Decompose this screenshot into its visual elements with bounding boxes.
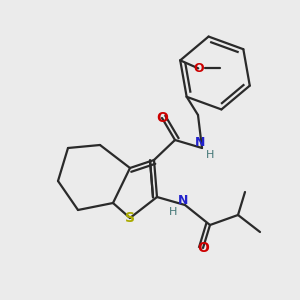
Text: O: O xyxy=(193,62,203,75)
Text: H: H xyxy=(169,207,177,217)
Text: N: N xyxy=(195,136,205,149)
Text: O: O xyxy=(197,241,209,255)
Text: O: O xyxy=(156,111,168,125)
Text: N: N xyxy=(178,194,188,206)
Text: H: H xyxy=(206,150,214,160)
Text: S: S xyxy=(125,211,135,225)
